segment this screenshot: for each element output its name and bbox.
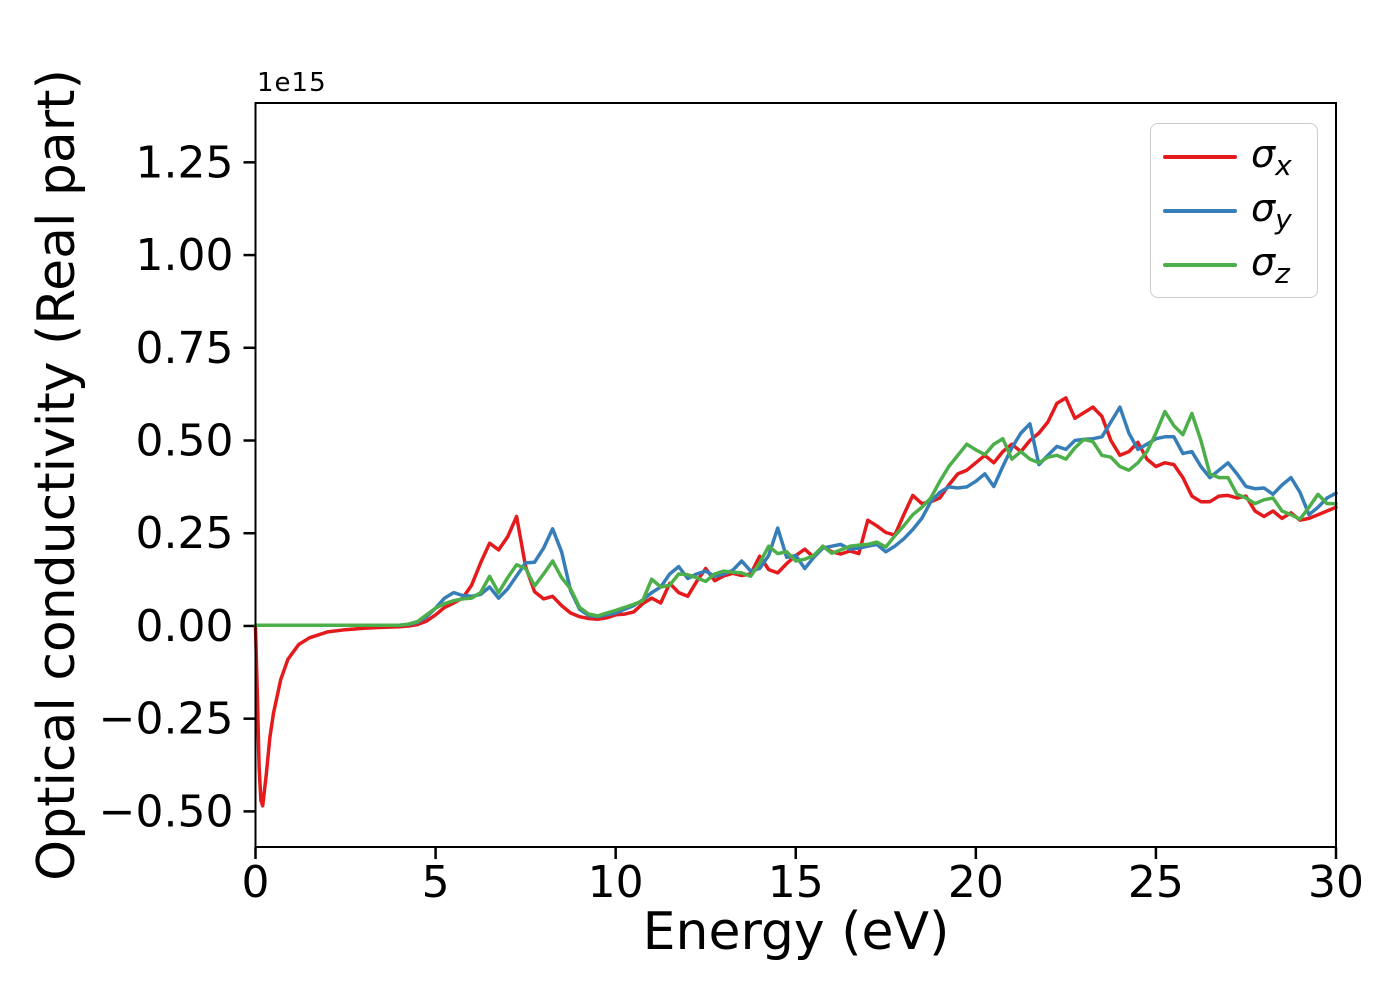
legend-entry-sigma_y: σy <box>1151 184 1317 238</box>
legend-entry-sigma_z: σz <box>1151 238 1317 292</box>
legend-label-sigma_z: σz <box>1251 239 1290 290</box>
y-axis-label: Optical conductivity (Real part) <box>27 69 87 881</box>
x-axis-label: Energy (eV) <box>642 902 950 962</box>
y-tick-label: 1.00 <box>136 230 234 281</box>
y-tick-label: 0.25 <box>136 508 234 559</box>
y-tick-label: 0.75 <box>136 323 234 374</box>
legend-line-sigma_y <box>1163 209 1237 213</box>
series-line-sigma_z <box>253 409 1338 627</box>
y-tick-label: −0.25 <box>99 694 234 745</box>
x-tick-label: 20 <box>948 857 1004 908</box>
y-tick-label: −0.50 <box>99 786 234 837</box>
x-tick-label: 25 <box>1128 857 1184 908</box>
legend: σx σy σz <box>1150 123 1318 298</box>
y-tick-label: 0.00 <box>136 601 234 652</box>
y-axis-offset-text: 1e15 <box>257 68 327 98</box>
x-tick-label: 15 <box>768 857 824 908</box>
x-tick-label: 5 <box>422 857 450 908</box>
series-line-sigma_y <box>253 405 1338 627</box>
x-tick-label: 0 <box>242 857 270 908</box>
y-tick-label: 1.25 <box>136 137 234 188</box>
legend-line-sigma_z <box>1163 263 1237 267</box>
axes-border <box>254 102 1337 848</box>
series-line-sigma_x <box>253 396 1338 808</box>
legend-line-sigma_x <box>1163 155 1237 159</box>
legend-label-sigma_y: σy <box>1251 185 1292 236</box>
legend-label-sigma_x: σx <box>1251 131 1292 182</box>
x-tick-label: 30 <box>1308 857 1364 908</box>
x-tick-label: 10 <box>588 857 644 908</box>
y-tick-label: 0.50 <box>136 416 234 467</box>
legend-entry-sigma_x: σx <box>1151 130 1317 184</box>
